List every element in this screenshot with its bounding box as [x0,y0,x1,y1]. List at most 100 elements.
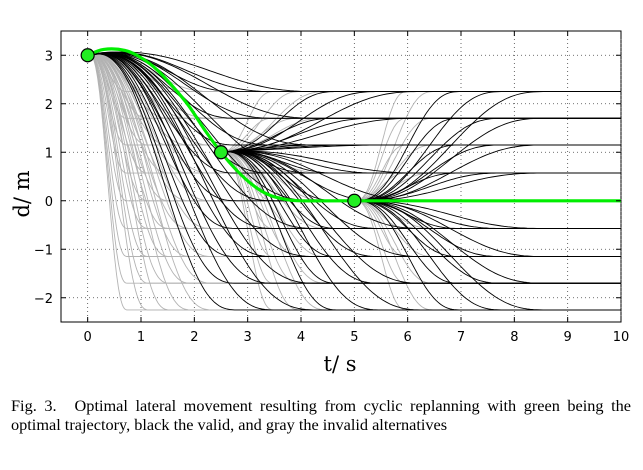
invalid-trajectory [87,54,621,229]
invalid-trajectory [220,151,621,311]
y-tick-label: 3 [45,49,53,64]
y-tick-labels: −2 −1 0 1 2 3 [34,49,53,307]
invalid-trajectory [87,54,621,284]
valid-trajectory [220,144,621,153]
replanning-marker [347,193,362,208]
x-tick-label: 1 [137,330,145,345]
invalid-trajectory [87,54,621,202]
invalid-trajectory [87,54,621,311]
invalid-trajectory [220,151,621,257]
x-tick-label: 10 [613,330,630,345]
invalid-trajectory [354,200,621,311]
x-tick-label: 2 [190,330,198,345]
y-tick-label: −1 [34,243,53,258]
x-tick-label: 9 [564,330,572,345]
valid-trajectory [87,53,621,284]
valid-trajectory [87,53,621,284]
trajectory-curves [87,51,621,311]
x-tick-label: 4 [297,330,305,345]
valid-trajectory [220,91,621,153]
axis-ticks [61,31,622,322]
x-tick-label: 3 [244,330,252,345]
valid-trajectory [354,117,621,202]
valid-trajectory [354,200,621,257]
y-tick-label: 0 [45,195,53,210]
valid-trajectory [87,53,621,229]
valid-trajectory [87,53,621,202]
invalid-trajectory [87,54,621,257]
valid-trajectory [87,53,621,257]
figure-caption: Fig. 3. Optimal lateral movement resultin… [11,396,631,434]
valid-trajectory [87,53,621,311]
invalid-trajectory [87,54,621,284]
valid-trajectory [220,151,621,284]
valid-trajectory [354,200,621,284]
valid-trajectory [354,117,621,202]
valid-trajectory [220,117,621,153]
invalid-trajectory [87,54,621,229]
invalid-trajectory [220,91,621,153]
valid-trajectory [220,151,621,311]
valid-trajectory [354,91,621,202]
x-tick-label: 7 [457,330,465,345]
replanning-marker [80,48,95,63]
markers [80,48,362,208]
invalid-trajectory [220,151,621,311]
y-tick-label: −2 [34,292,53,307]
valid-trajectory [87,53,621,311]
valid-trajectory [87,53,621,311]
invalid-trajectory [354,200,621,311]
invalid-trajectory [87,54,621,257]
valid-trajectory [354,144,621,202]
valid-trajectory [354,200,621,284]
invalid-trajectory [87,54,621,202]
invalid-trajectory [87,54,621,284]
invalid-trajectory [220,91,621,153]
figure-number: Fig. 3. [11,396,57,415]
x-tick-label: 0 [84,330,92,345]
valid-trajectory [87,53,621,229]
valid-trajectory [354,117,621,202]
valid-trajectory [220,151,621,284]
y-tick-label: 1 [45,146,53,161]
valid-trajectory [220,91,621,153]
invalid-trajectory [220,151,621,257]
valid-trajectory [87,52,621,174]
valid-trajectory [220,151,621,311]
invalid-trajectory [220,151,621,229]
valid-trajectory [354,200,621,311]
x-tick-label: 6 [404,330,412,345]
valid-trajectory [354,91,621,202]
invalid-trajectory [87,54,621,311]
caption-text: Optimal lateral movement resulting from … [11,396,631,434]
valid-trajectory [87,53,621,257]
valid-trajectory [220,150,621,174]
valid-trajectory [220,151,621,257]
valid-trajectory [354,200,621,311]
valid-trajectory [220,151,621,229]
valid-trajectory [354,200,621,311]
valid-trajectory [220,151,621,311]
x-axis-label: t/ s [324,352,357,376]
y-tick-label: 2 [45,98,53,113]
x-tick-labels: 0 1 2 3 4 5 6 7 8 9 10 [84,330,630,345]
replanning-marker [213,145,229,160]
valid-trajectory [87,52,621,119]
invalid-trajectory [354,144,621,202]
invalid-trajectory [354,117,621,202]
y-axis-label: d/ m [10,170,34,217]
valid-trajectory [87,53,621,284]
line-chart: 0 1 2 3 4 5 6 7 8 9 10 −2 −1 0 1 2 3 t/ s d/ m [10,30,630,376]
invalid-trajectory [87,54,621,257]
valid-trajectory [354,91,621,202]
invalid-trajectory [87,54,621,311]
valid-trajectory [87,53,621,257]
invalid-trajectory [87,54,621,311]
invalid-trajectory [220,117,621,153]
valid-trajectory [87,52,621,146]
valid-trajectory [220,117,621,153]
valid-trajectory [220,151,621,257]
x-tick-label: 5 [350,330,358,345]
x-tick-label: 8 [510,330,518,345]
